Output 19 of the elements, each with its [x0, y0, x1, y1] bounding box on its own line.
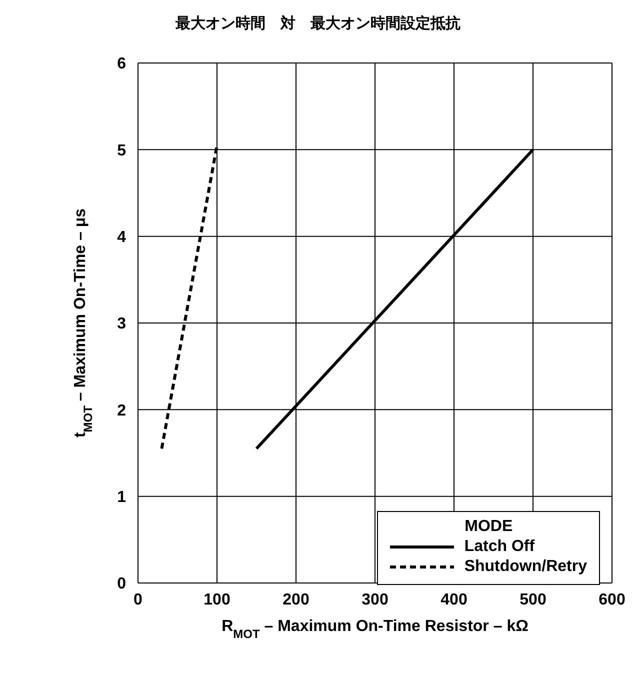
- y-tick-label: 6: [117, 56, 126, 73]
- y-tick-label: 1: [117, 489, 126, 506]
- y-tick-label: 4: [117, 229, 126, 246]
- x-tick-label: 200: [282, 591, 310, 608]
- x-axis-title: R$_{MOT}$ – Maximum On-Time Resistor – kΩ: [222, 618, 529, 641]
- legend-label: Shutdown/Retry: [464, 558, 587, 576]
- x-tick-label: 0: [134, 591, 143, 608]
- x-tick-label: 500: [520, 591, 546, 608]
- y-tick-label: 3: [117, 316, 126, 333]
- chart-title: 最大オン時間 対 最大オン時間設定抵抗: [174, 14, 462, 33]
- x-tick-label: 400: [440, 591, 468, 608]
- x-tick-label: 300: [362, 591, 388, 608]
- y-tick-label: 5: [117, 142, 126, 160]
- x-tick-label: 600: [598, 591, 626, 608]
- y-tick-label: 2: [117, 402, 126, 420]
- legend-title: MODE: [464, 518, 514, 536]
- legend-label: Latch Off: [464, 538, 535, 556]
- y-tick-label: 0: [117, 576, 126, 593]
- x-tick-label: 100: [204, 591, 230, 608]
